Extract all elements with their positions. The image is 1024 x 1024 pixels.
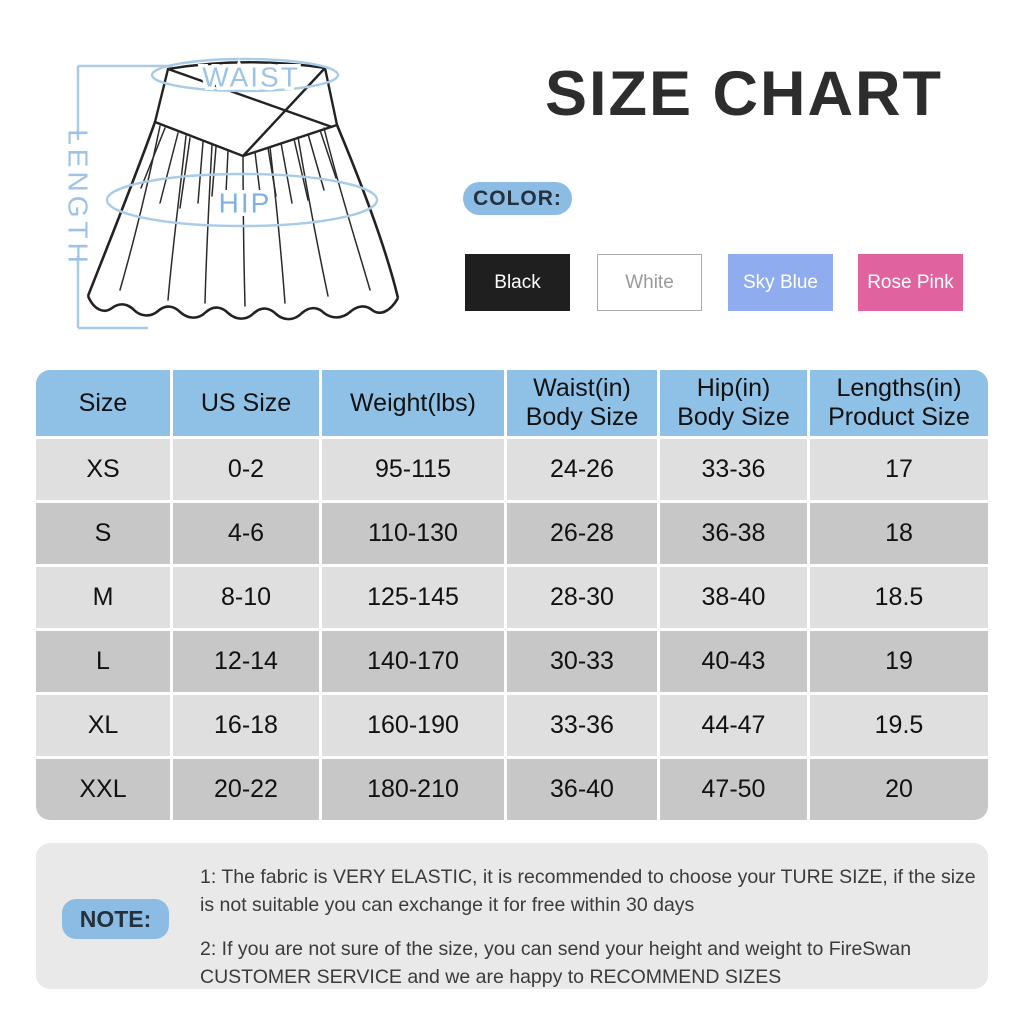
table-cell: 20-22 xyxy=(173,759,319,820)
table-cell: 44-47 xyxy=(660,695,807,756)
note-item-1: 1: The fabric is VERY ELASTIC, it is rec… xyxy=(200,866,976,917)
table-cell: 0-2 xyxy=(173,439,319,500)
waist-label: WAIST xyxy=(202,62,300,93)
table-cell: 26-28 xyxy=(507,503,657,564)
col-header-hip: Hip(in) Body Size xyxy=(660,370,807,436)
table-cell: 19 xyxy=(810,631,988,692)
col-header-lengths: Lengths(in) Product Size xyxy=(810,370,988,436)
table-cell: 125-145 xyxy=(322,567,504,628)
table-cell: 17 xyxy=(810,439,988,500)
table-cell: 110-130 xyxy=(322,503,504,564)
skirt-right-edge xyxy=(335,124,400,299)
waistband-cross-line-right xyxy=(242,67,326,157)
col-header-us-size: US Size xyxy=(173,370,319,436)
table-cell: 20 xyxy=(810,759,988,820)
table-cell: 33-36 xyxy=(507,695,657,756)
page-title: SIZE CHART xyxy=(545,59,943,129)
table-cell: M xyxy=(36,567,170,628)
size-chart-table: Size US Size Weight(lbs) Waist(in) Body S… xyxy=(36,370,988,820)
table-cell: 160-190 xyxy=(322,695,504,756)
table-cell: L xyxy=(36,631,170,692)
color-swatch-sky-blue: Sky Blue xyxy=(728,254,833,311)
table-cell: 30-33 xyxy=(507,631,657,692)
length-bracket xyxy=(76,64,173,330)
table-cell: 36-40 xyxy=(507,759,657,820)
skirt-fold-lines xyxy=(119,125,371,307)
note-panel: 1: The fabric is VERY ELASTIC, it is rec… xyxy=(36,843,988,989)
table-cell: 140-170 xyxy=(322,631,504,692)
color-swatches: Black White Sky Blue Rose Pink xyxy=(465,254,965,311)
note-texts: 1: The fabric is VERY ELASTIC, it is rec… xyxy=(200,863,980,991)
note-item-2: 2: If you are not sure of the size, you … xyxy=(200,937,912,988)
skirt-left-edge xyxy=(86,121,157,297)
table-cell: XXL xyxy=(36,759,170,820)
table-cell: 36-38 xyxy=(660,503,807,564)
table-cell: 38-40 xyxy=(660,567,807,628)
table-cell: 4-6 xyxy=(173,503,319,564)
hip-ellipse xyxy=(105,172,379,228)
table-cell: S xyxy=(36,503,170,564)
col-header-waist: Waist(in) Body Size xyxy=(507,370,657,436)
table-cell: 28-30 xyxy=(507,567,657,628)
length-label: LENGTH xyxy=(63,129,94,267)
hip-label: HIP xyxy=(219,188,272,219)
waistband-outline xyxy=(153,61,339,158)
col-header-weight: Weight(lbs) xyxy=(322,370,504,436)
table-cell: 180-210 xyxy=(322,759,504,820)
table-cell: 16-18 xyxy=(173,695,319,756)
table-cell: 18 xyxy=(810,503,988,564)
table-cell: 95-115 xyxy=(322,439,504,500)
waistband-cross-line-left xyxy=(167,67,333,129)
color-swatch-rose-pink: Rose Pink xyxy=(858,254,963,311)
table-cell: XL xyxy=(36,695,170,756)
table-cell: 8-10 xyxy=(173,567,319,628)
note-label: NOTE: xyxy=(62,899,169,939)
table-cell: 18.5 xyxy=(810,567,988,628)
skirt-diagram: LENGTH WAIST HIP xyxy=(63,57,400,330)
table-cell: 24-26 xyxy=(507,439,657,500)
table-cell: 40-43 xyxy=(660,631,807,692)
waist-ellipse xyxy=(150,57,340,93)
col-header-size: Size xyxy=(36,370,170,436)
color-swatch-black: Black xyxy=(465,254,570,311)
table-cell: 47-50 xyxy=(660,759,807,820)
color-swatch-white: White xyxy=(597,254,702,311)
skirt-hem xyxy=(86,295,400,321)
color-section-label: COLOR: xyxy=(463,182,572,215)
table-cell: 33-36 xyxy=(660,439,807,500)
table-cell: 19.5 xyxy=(810,695,988,756)
table-cell: XS xyxy=(36,439,170,500)
table-cell: 12-14 xyxy=(173,631,319,692)
